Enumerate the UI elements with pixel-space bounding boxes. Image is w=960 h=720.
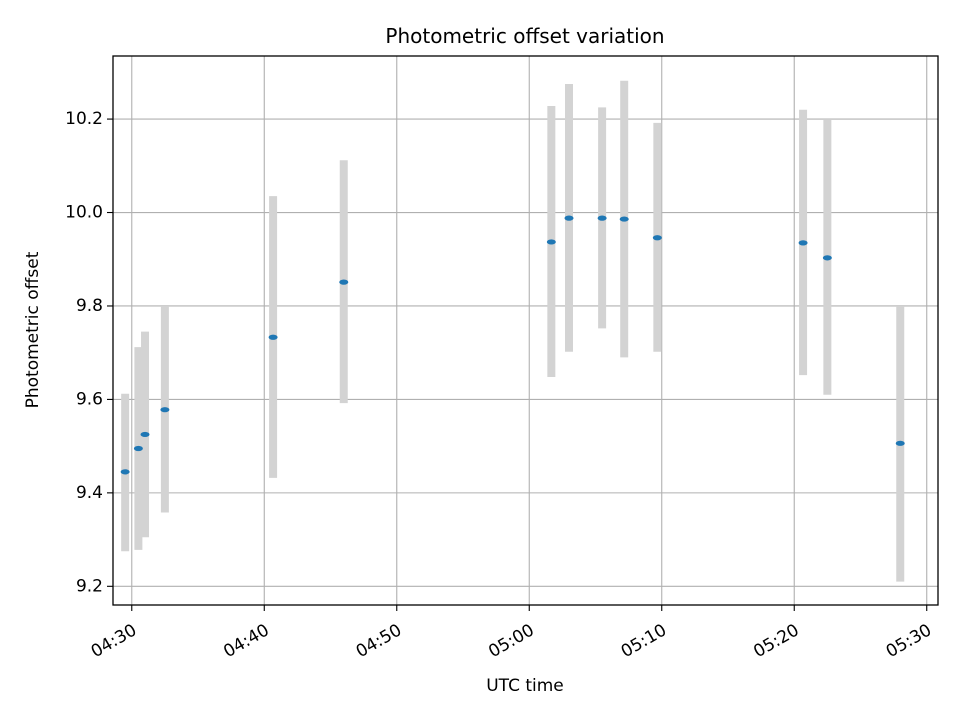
x-axis-label: UTC time [486, 676, 564, 696]
plot-frame [112, 55, 939, 606]
data-point [895, 440, 905, 446]
y-tick-label: 10.0 [65, 203, 103, 223]
data-point [268, 334, 278, 340]
data-point [133, 445, 143, 452]
chart-title: Photometric offset variation [385, 24, 664, 48]
y-tick-label: 9.4 [76, 483, 103, 503]
data-point [339, 279, 349, 285]
y-tick-label: 9.6 [76, 389, 103, 409]
x-tick-label: 04:40 [220, 620, 272, 662]
x-tick-label: 04:50 [353, 620, 405, 662]
y-tick-label: 9.8 [76, 296, 103, 316]
data-point [597, 215, 607, 221]
data-point [546, 239, 556, 245]
data-point [140, 431, 150, 438]
data-point [822, 255, 832, 261]
x-tick-label: 05:20 [750, 620, 802, 662]
data-point [160, 407, 170, 413]
data-point [798, 240, 808, 246]
x-axis-ticks: 04:30 04:40 04:50 05:00 05:10 05:20 05:30 [88, 605, 935, 662]
x-tick-label: 04:30 [88, 620, 140, 662]
data-point [652, 235, 662, 241]
grid [113, 56, 938, 605]
data-point [120, 469, 130, 475]
x-tick-label: 05:10 [618, 620, 670, 662]
x-tick-label: 05:00 [485, 620, 537, 662]
y-axis-label: Photometric offset [23, 251, 43, 408]
markers [120, 215, 905, 475]
data-point [619, 216, 629, 222]
x-tick-label: 05:30 [883, 620, 935, 662]
data-point [564, 215, 574, 221]
y-tick-label: 10.2 [65, 109, 103, 129]
y-axis-ticks: 9.2 9.4 9.6 9.8 10.0 10.2 [65, 109, 113, 596]
y-tick-label: 9.2 [76, 576, 103, 596]
errorbars [121, 80, 905, 582]
